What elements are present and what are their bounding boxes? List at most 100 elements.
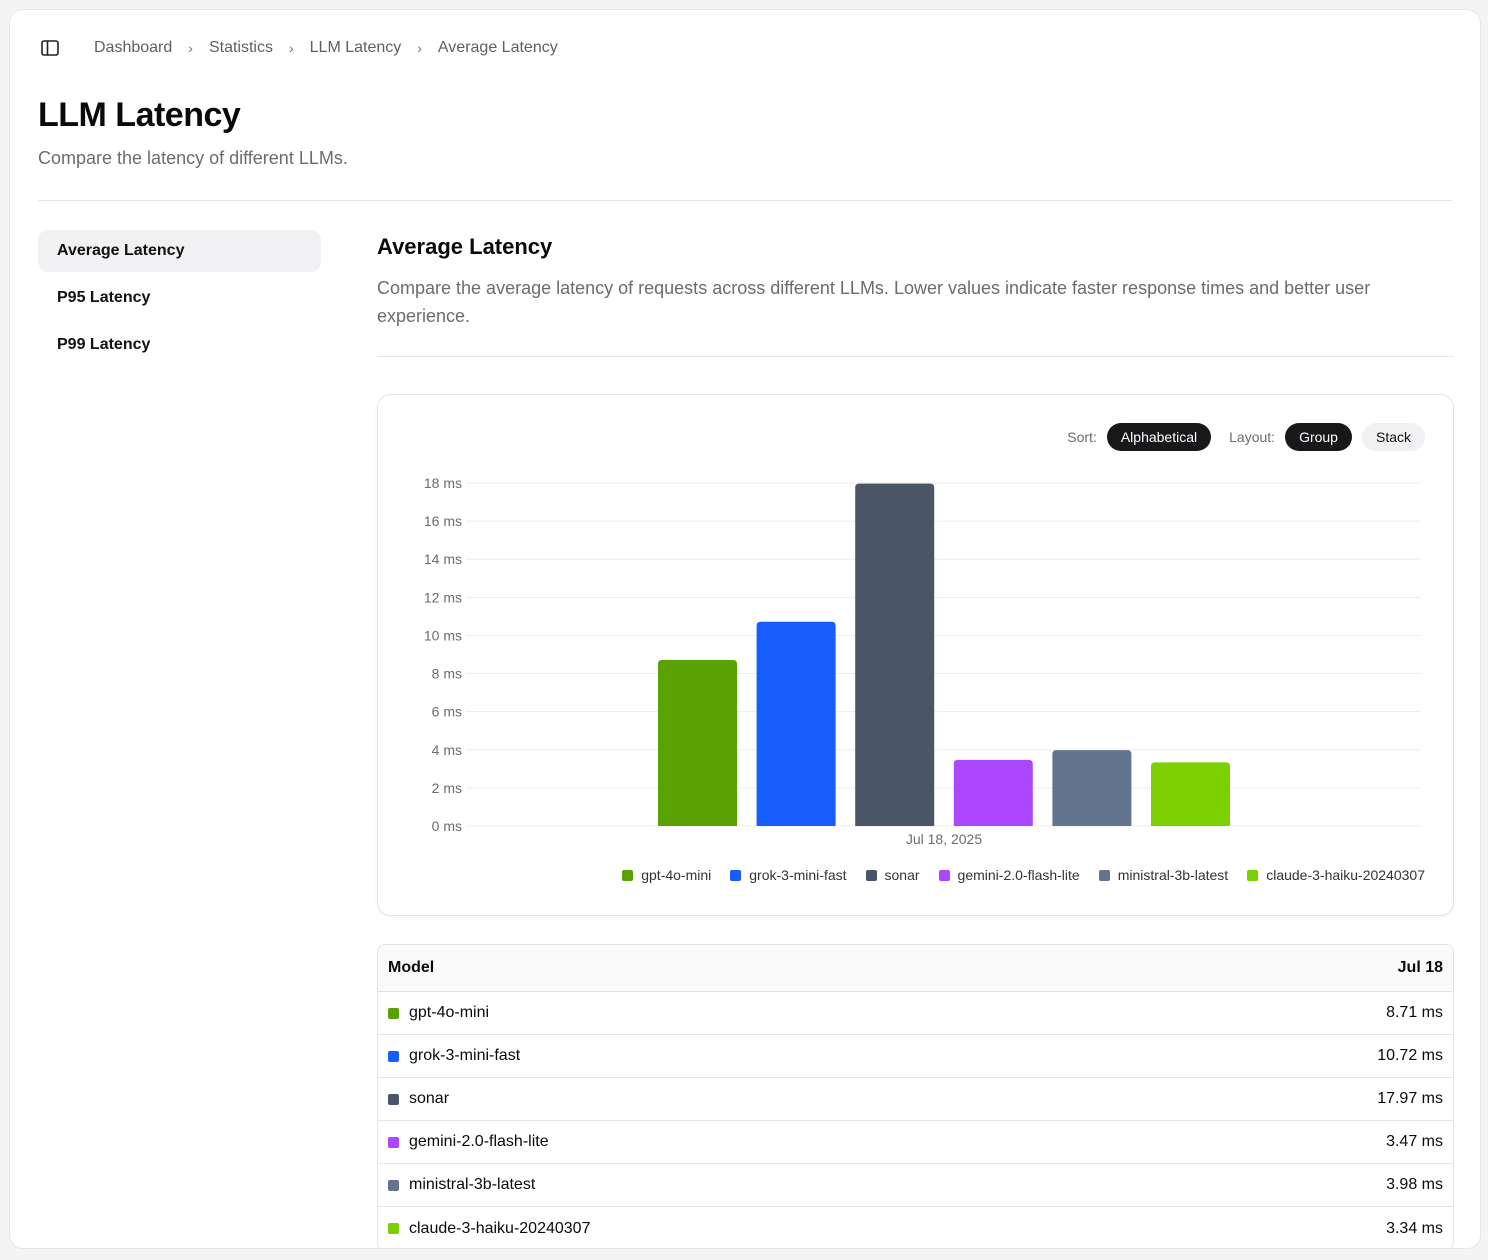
breadcrumb-dashboard[interactable]: Dashboard (94, 39, 173, 56)
color-swatch (388, 1136, 399, 1148)
y-tick-label: 8 ms (432, 666, 462, 682)
table-row: grok-3-mini-fast 10.72 ms (378, 1035, 1453, 1078)
legend-item[interactable]: gpt-4o-mini (622, 867, 711, 883)
app-window: Dashboard › Statistics › LLM Latency › A… (9, 9, 1481, 1249)
breadcrumb-statistics[interactable]: Statistics (208, 39, 273, 56)
y-tick-label: 2 ms (432, 780, 462, 796)
legend-label: gpt-4o-mini (641, 867, 712, 883)
y-tick-label: 18 ms (424, 475, 462, 491)
color-swatch (388, 1223, 399, 1234)
latency-value: 3.47 ms (1386, 1133, 1443, 1150)
y-tick-label: 12 ms (424, 589, 462, 605)
table-row: gemini-2.0-flash-lite 3.47 ms (378, 1121, 1453, 1164)
chevron-right-icon: › (288, 40, 294, 56)
legend-label: gemini-2.0-flash-lite (957, 867, 1080, 883)
model-name: gpt-4o-mini (409, 1004, 490, 1021)
model-cell: ministral-3b-latest (388, 1176, 535, 1194)
latency-table: Model Jul 18 gpt-4o-mini 8.71 ms grok-3-… (377, 944, 1454, 1248)
chart-controls: Sort: Alphabetical Layout: Group Stack (1067, 423, 1425, 451)
latency-value: 3.98 ms (1386, 1176, 1443, 1193)
table-row: sonar 17.97 ms (378, 1078, 1453, 1121)
model-name: claude-3-haiku-20240307 (409, 1219, 591, 1237)
legend-swatch (865, 869, 877, 881)
sort-label: Sort: (1067, 429, 1097, 445)
page-subtitle: Compare the latency of different LLMs. (38, 148, 348, 168)
legend-item[interactable]: gemini-2.0-flash-lite (938, 867, 1080, 883)
chart-card: 0 ms 2 ms 4 ms 6 ms 8 ms 10 ms 12 ms 14 ms 16 ms… (377, 394, 1454, 916)
legend-item[interactable]: grok-3-mini-fast (730, 867, 847, 883)
bar-gpt-4o-mini (658, 660, 737, 826)
y-tick-label: 0 ms (432, 818, 462, 834)
nav-item-average-latency[interactable]: Average Latency (38, 230, 321, 272)
legend-swatch (622, 869, 634, 881)
breadcrumb-llm-latency[interactable]: LLM Latency (309, 39, 402, 56)
page-title: LLM Latency (38, 96, 241, 134)
y-tick-label: 10 ms (424, 627, 462, 643)
breadcrumb: Dashboard › Statistics › LLM Latency › A… (94, 39, 558, 57)
bar-chart: 0 ms 2 ms 4 ms 6 ms 8 ms 10 ms 12 ms 14 ms 16 ms… (424, 475, 1421, 847)
sidebar-toggle-icon[interactable] (38, 36, 62, 60)
latency-value: 17.97 ms (1377, 1090, 1443, 1107)
main-content: Average Latency Compare the average late… (377, 230, 1454, 1248)
model-name: gemini-2.0-flash-lite (409, 1133, 549, 1150)
color-swatch (388, 1179, 399, 1191)
column-header-date[interactable]: Jul 18 (1397, 959, 1443, 976)
latency-value: 3.34 ms (1386, 1219, 1443, 1237)
section-description: Compare the average latency of requests … (377, 278, 1371, 326)
column-header-model[interactable]: Model (388, 959, 435, 976)
legend-swatch (1247, 869, 1259, 881)
side-nav: Average Latency P95 Latency P99 Latency (38, 230, 321, 371)
model-name: ministral-3b-latest (409, 1176, 536, 1193)
model-name: sonar (409, 1090, 450, 1107)
color-swatch (388, 1007, 399, 1019)
layout-group-button[interactable]: Group (1285, 423, 1352, 451)
legend-item[interactable]: ministral-3b-latest (1098, 867, 1229, 883)
chevron-right-icon: › (417, 40, 422, 56)
model-cell: sonar (388, 1090, 449, 1108)
divider (377, 356, 1454, 357)
model-name: grok-3-mini-fast (409, 1047, 521, 1064)
chevron-right-icon: › (188, 40, 193, 56)
nav-item-p95-latency[interactable]: P95 Latency (57, 289, 151, 306)
nav-item-p99-latency[interactable]: P99 Latency (57, 336, 151, 353)
legend-swatch (730, 869, 742, 881)
legend-swatch (938, 869, 950, 881)
latency-value: 10.72 ms (1377, 1047, 1443, 1064)
model-cell: gpt-4o-mini (388, 1004, 489, 1022)
legend-label: claude-3-haiku-20240307 (1266, 867, 1425, 883)
y-tick-label: 16 ms (424, 513, 462, 529)
legend-item[interactable]: claude-3-haiku-20240307 (1247, 867, 1425, 883)
bar-ministral-3b-latest (1052, 750, 1132, 826)
y-tick-label: 4 ms (432, 742, 462, 758)
model-cell: claude-3-haiku-20240307 (388, 1220, 590, 1238)
table-header: Model Jul 18 (378, 945, 1453, 992)
layout-stack-button[interactable]: Stack (1361, 423, 1425, 451)
model-cell: gemini-2.0-flash-lite (388, 1133, 549, 1151)
chart-legend: gpt-4o-mini grok-3-mini-fast sonar gemin… (603, 867, 1425, 883)
legend-label: grok-3-mini-fast (749, 867, 847, 883)
legend-label: ministral-3b-latest (1117, 867, 1229, 883)
y-tick-label: 14 ms (424, 551, 462, 567)
legend-swatch (1098, 869, 1110, 881)
bar-claude-3-haiku-20240307 (1151, 762, 1230, 826)
model-cell: grok-3-mini-fast (388, 1047, 520, 1065)
breadcrumb-current: Average Latency (437, 39, 558, 56)
legend-label: sonar (884, 867, 920, 883)
y-tick-label: 6 ms (432, 704, 462, 720)
x-tick-label: Jul 18, 2025 (906, 831, 982, 847)
bar-gemini-2.0-flash-lite (953, 759, 1033, 826)
table-row: ministral-3b-latest 3.98 ms (378, 1164, 1453, 1207)
divider (38, 200, 1452, 201)
legend-item[interactable]: sonar (865, 867, 920, 883)
latency-value: 8.71 ms (1386, 1004, 1443, 1021)
sort-alphabetical-button[interactable]: Alphabetical (1106, 423, 1212, 451)
color-swatch (388, 1050, 399, 1062)
bar-grok-3-mini-fast (756, 621, 836, 826)
bar-sonar (855, 483, 935, 826)
table-row: claude-3-haiku-20240307 3.34 ms (378, 1207, 1453, 1248)
color-swatch (388, 1093, 399, 1105)
table-row: gpt-4o-mini 8.71 ms (378, 992, 1453, 1035)
layout-label: Layout: (1229, 429, 1276, 445)
section-title: Average Latency (377, 234, 553, 259)
top-bar: Dashboard › Statistics › LLM Latency › A… (38, 36, 558, 60)
